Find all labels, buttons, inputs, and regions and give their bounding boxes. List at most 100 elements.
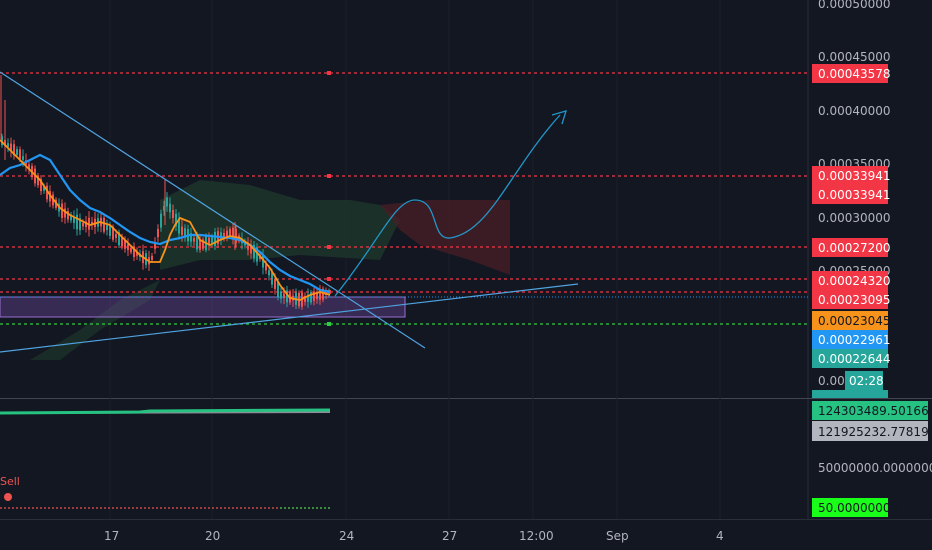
candle-body — [169, 203, 171, 213]
candle-body — [262, 255, 264, 268]
candle-body — [112, 226, 114, 240]
projection-arrow[interactable] — [334, 110, 567, 297]
ma-orange[interactable] — [0, 139, 331, 301]
candle-body — [91, 221, 93, 225]
price-tick: 0.00045000 — [818, 50, 891, 64]
candle-body — [22, 156, 24, 160]
candle-body — [277, 282, 279, 297]
candle-body — [172, 210, 174, 218]
candle-body — [208, 237, 210, 246]
candle-body — [127, 244, 129, 251]
time-label: 4 — [716, 529, 724, 543]
candle-body — [124, 239, 126, 249]
candle-body — [64, 208, 66, 218]
candle-body — [163, 206, 165, 211]
candle-body — [118, 232, 120, 246]
candle-body — [247, 242, 249, 250]
candle-body — [115, 234, 117, 238]
candle-body — [106, 225, 108, 231]
candle-body — [229, 228, 231, 236]
candle-body — [268, 270, 270, 276]
candle-body — [130, 247, 132, 253]
candle-body — [79, 218, 81, 231]
candle-body — [166, 197, 168, 207]
price-tick: 0.00040000 — [818, 104, 891, 118]
time-axis[interactable]: 17 20 24 27 12:00 Sep 4 — [104, 529, 724, 543]
candle-body — [19, 149, 21, 160]
candle-body — [286, 290, 288, 303]
candle-body — [43, 186, 45, 191]
candle-body — [70, 214, 72, 221]
candle-body — [313, 292, 315, 301]
candle-body — [10, 143, 12, 152]
time-label: 27 — [442, 529, 457, 543]
candle-body — [7, 143, 9, 148]
time-label: 12:00 — [519, 529, 554, 543]
price-tags[interactable]: 0.00043578 0.00033941 0.00033941 0.00027… — [812, 64, 891, 398]
bar-countdown: 02:28 — [849, 374, 884, 388]
candle-body — [181, 226, 183, 235]
candle-body — [103, 217, 105, 232]
price-pane[interactable] — [0, 0, 808, 398]
trend-lines[interactable] — [0, 71, 579, 353]
price-tag-label: 0.00033941 — [818, 188, 891, 202]
candle-body — [178, 218, 180, 234]
support-zone[interactable] — [0, 296, 406, 318]
candle-body — [190, 233, 192, 242]
indicator-pane[interactable] — [0, 399, 808, 519]
candle-body — [46, 185, 48, 200]
candle-body — [256, 247, 258, 262]
candle-body — [85, 221, 87, 228]
candle-body — [37, 175, 39, 186]
oscillator-value: 50.00000000 — [818, 501, 898, 515]
indicator-tag-label: 124303489.50166682 — [818, 404, 932, 418]
candle-body — [316, 292, 318, 300]
candle-body — [310, 292, 312, 303]
price-tick: 0.00050000 — [818, 0, 891, 11]
price-tag-label: 0.00022644 — [818, 352, 891, 366]
sell-signal: Sell — [0, 475, 20, 501]
candle-body — [211, 237, 213, 244]
time-label: Sep — [606, 529, 629, 543]
ma-blue[interactable] — [0, 153, 331, 294]
candle-body — [67, 211, 69, 220]
time-label: 24 — [339, 529, 354, 543]
candle-body — [61, 203, 63, 218]
time-label: 17 — [104, 529, 119, 543]
price-tag-label: 0.00023095 — [818, 293, 891, 307]
candle-body — [16, 149, 18, 155]
candle-body — [121, 237, 123, 247]
candle-body — [157, 228, 159, 238]
descending-trendline — [0, 71, 426, 349]
candle-body — [280, 291, 282, 299]
candle-body — [223, 233, 225, 238]
candle-body — [283, 293, 285, 298]
price-tag-label: 0.00043578 — [818, 67, 891, 81]
volume-indicator[interactable] — [0, 408, 331, 415]
candle-body — [40, 178, 42, 192]
candle-body — [232, 227, 234, 240]
candle-body — [202, 239, 204, 249]
price-tag-label: 0.00033941 — [818, 169, 891, 183]
candle-body — [160, 213, 162, 228]
candle-body — [193, 237, 195, 242]
candle-body — [253, 244, 255, 259]
candle-body — [274, 278, 276, 289]
candle-body — [250, 244, 252, 254]
candle-body — [175, 213, 177, 227]
candle-body — [199, 238, 201, 250]
candle-body — [304, 295, 306, 302]
time-label: 20 — [205, 529, 220, 543]
candle-body — [214, 231, 216, 246]
price-tag-label: 0.00024320 — [818, 274, 891, 288]
price-tag-label: 0.00022961 — [818, 333, 891, 347]
candle-body — [82, 223, 84, 227]
candle-body — [13, 144, 15, 156]
candle-body — [226, 230, 228, 237]
price-tag-label: 0.00027200 — [818, 241, 891, 255]
candle-body — [151, 255, 153, 260]
indicator-axis[interactable]: 124303489.50166682 121925232.77819998 50… — [812, 401, 932, 517]
sell-label: Sell — [0, 475, 20, 488]
price-tick: 0.00030000 — [818, 211, 891, 225]
